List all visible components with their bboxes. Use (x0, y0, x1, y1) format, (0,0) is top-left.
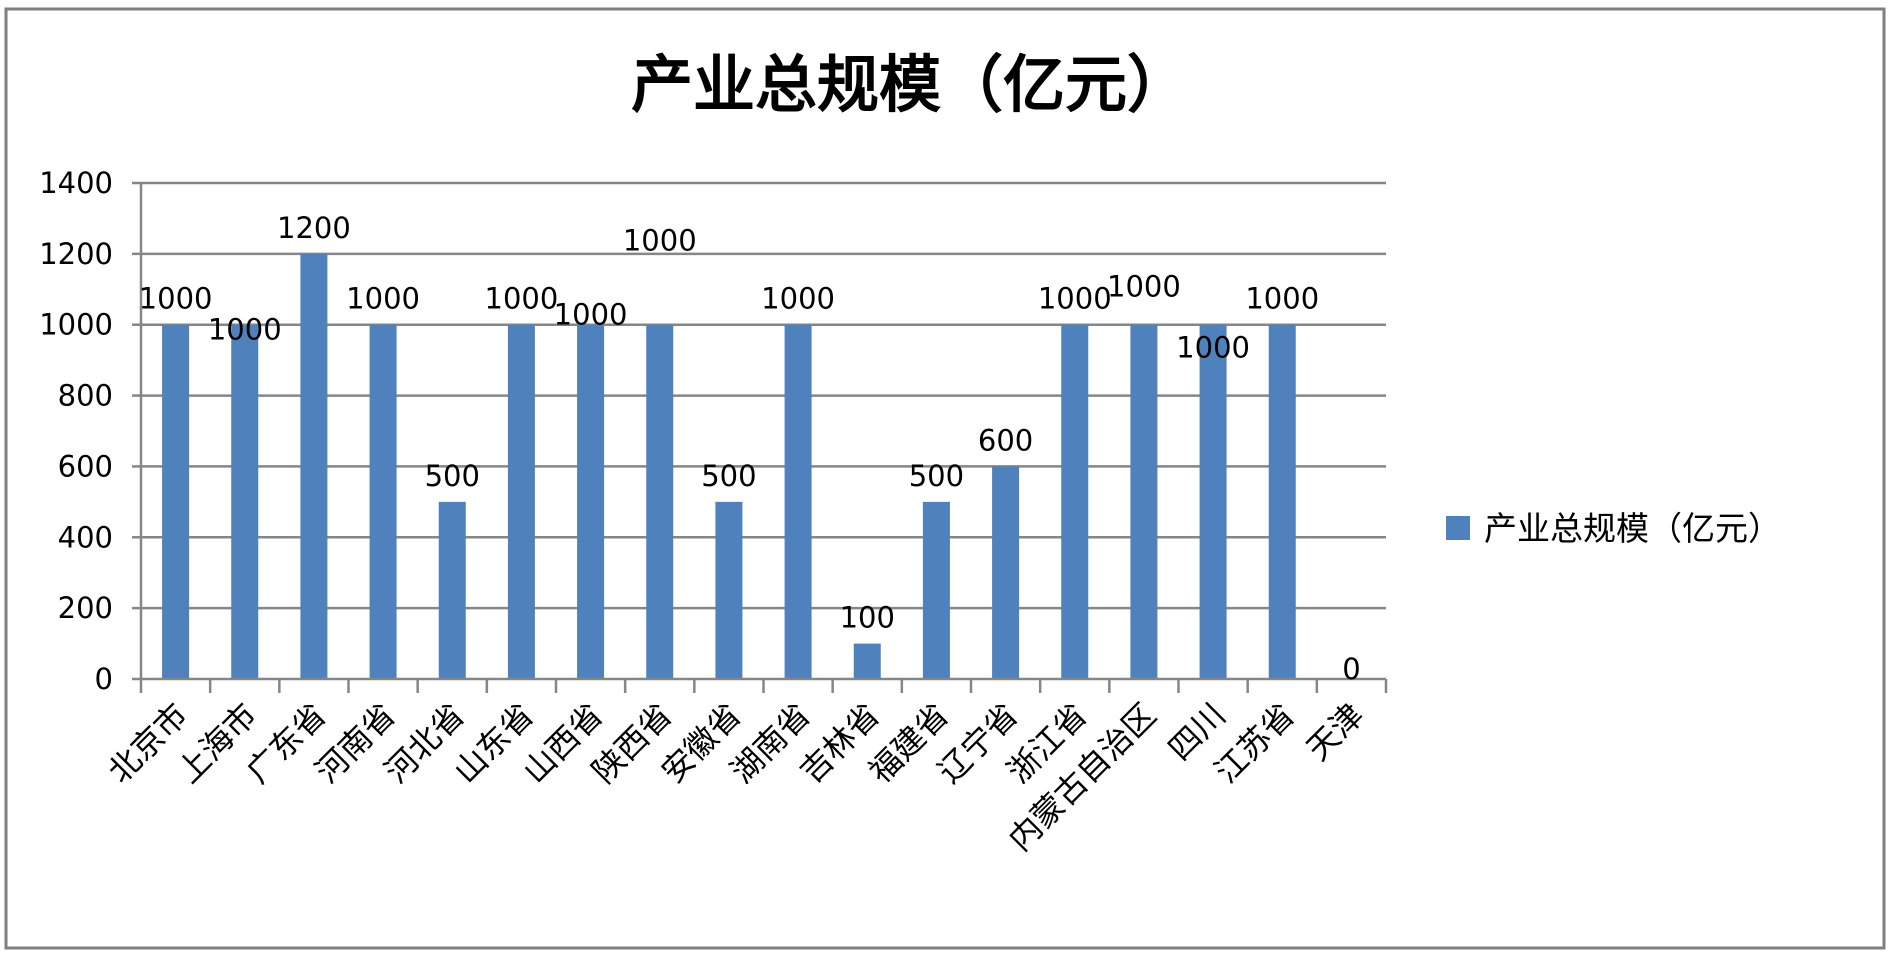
bar (715, 501, 743, 679)
bar (853, 643, 881, 679)
legend: 产业总规模（亿元） (1446, 509, 1781, 548)
gridlines (141, 181, 1386, 610)
data-label: 1000 (623, 224, 697, 258)
bar (438, 501, 466, 679)
bar (1199, 324, 1227, 679)
data-label: 500 (701, 459, 756, 493)
data-label: 1000 (554, 298, 628, 332)
bar (1268, 324, 1296, 679)
bar (507, 324, 535, 679)
bar (1061, 324, 1089, 679)
data-labels: 1000100012001000500100010001000500100010… (139, 211, 1361, 686)
bar (992, 466, 1020, 679)
bar (922, 501, 950, 679)
bar (577, 324, 605, 679)
bar (646, 324, 674, 679)
data-label: 0 (1342, 652, 1360, 686)
y-tick-label: 600 (58, 449, 113, 483)
chart-title: 产业总规模（亿元） (631, 48, 1189, 121)
data-label: 1000 (761, 282, 835, 316)
data-label: 500 (425, 459, 480, 493)
bar (300, 253, 328, 679)
bar (162, 324, 190, 679)
axes (132, 181, 1388, 693)
y-tick-label: 1000 (39, 308, 113, 342)
legend-label: 产业总规模（亿元） (1484, 509, 1781, 548)
data-label: 1000 (208, 313, 282, 347)
y-tick-label: 1400 (39, 166, 113, 200)
bar (369, 324, 397, 679)
y-tick-label: 0 (95, 662, 113, 696)
y-axis-tick-labels: 0 200 400 600 800 1000 1200 1400 (39, 166, 113, 696)
data-label: 100 (840, 601, 895, 635)
data-label: 1000 (1245, 282, 1319, 316)
data-label: 1000 (1107, 270, 1181, 304)
data-label: 1000 (139, 282, 213, 316)
data-label: 600 (978, 423, 1033, 457)
y-tick-label: 400 (58, 520, 113, 554)
data-label: 1000 (1038, 282, 1112, 316)
data-label: 1000 (346, 282, 420, 316)
bar (231, 324, 259, 679)
data-label: 500 (909, 459, 964, 493)
y-tick-label: 1200 (39, 237, 113, 271)
data-label: 1000 (485, 282, 559, 316)
bar (1130, 324, 1158, 679)
bars (162, 253, 1296, 679)
data-label: 1200 (277, 211, 351, 245)
y-tick-label: 800 (58, 379, 113, 413)
y-tick-label: 200 (58, 591, 113, 625)
legend-swatch (1446, 516, 1470, 540)
data-label: 1000 (1176, 331, 1250, 365)
bar (784, 324, 812, 679)
